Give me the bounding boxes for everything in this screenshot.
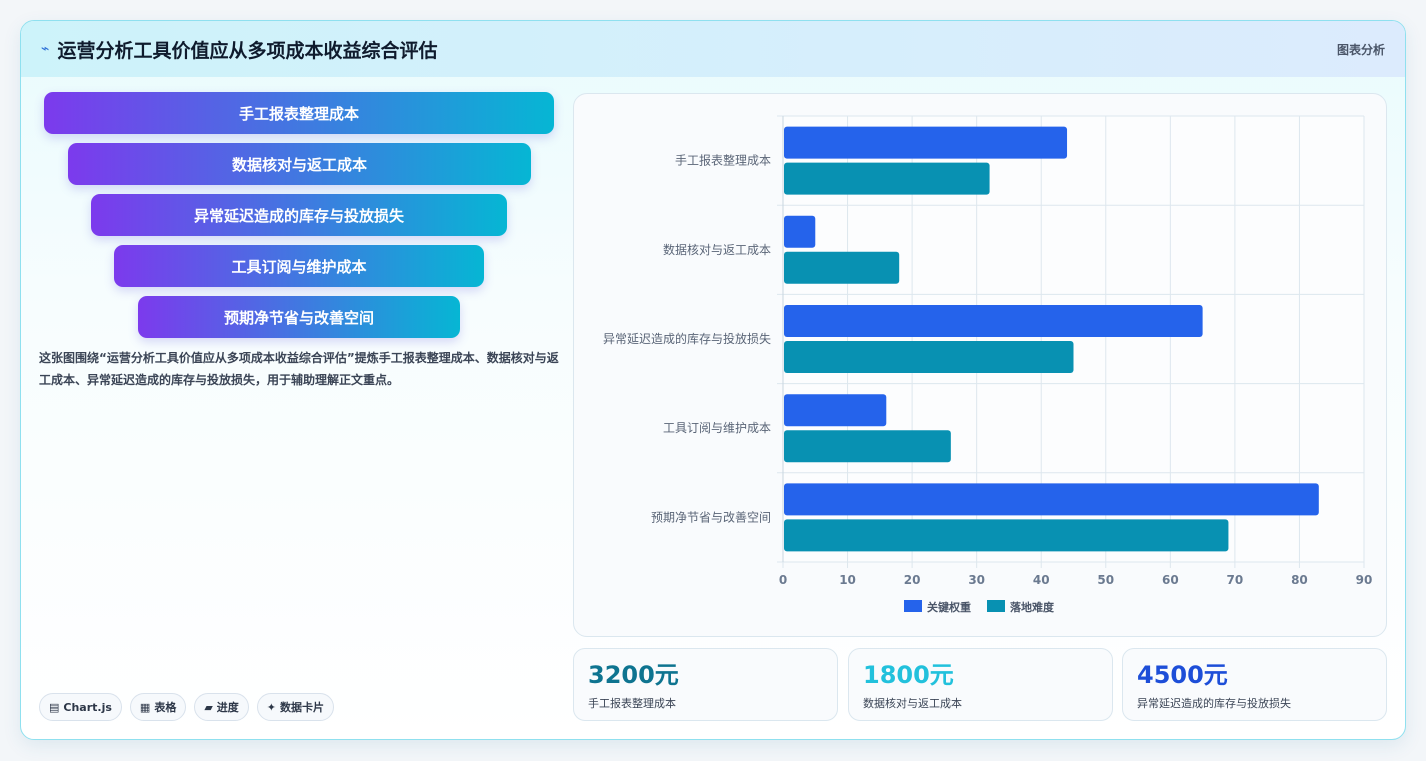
- chip-data-card[interactable]: ✦ 数据卡片: [256, 693, 335, 721]
- legend-swatch: [987, 600, 1005, 612]
- y-tick-label: 工具订阅与维护成本: [663, 421, 771, 435]
- progress-icon: ▰: [204, 700, 213, 714]
- x-tick-label: 20: [904, 573, 921, 587]
- bar-key-weight: [784, 394, 887, 427]
- x-tick-label: 80: [1291, 573, 1308, 587]
- chart-icon: ▤: [49, 700, 60, 714]
- bar-key-weight: [784, 305, 1203, 337]
- legend-swatch: [904, 600, 922, 612]
- funnel-item-4: 工具订阅与维护成本: [114, 245, 484, 287]
- stat-value: 4500元: [1137, 661, 1228, 689]
- funnel-item-5: 预期净节省与改善空间: [138, 296, 460, 338]
- chip-chartjs[interactable]: ▤ Chart.js: [39, 693, 122, 721]
- bar-key-weight: [784, 483, 1319, 516]
- dashboard-card: ⌁ 运营分析工具价值应从多项成本收益综合评估 图表分析 手工报表整理成本 数据核…: [20, 20, 1406, 740]
- legend-label: 关键权重: [927, 600, 971, 614]
- sparkle-icon: ✦: [266, 700, 277, 714]
- bar-difficulty: [784, 519, 1229, 552]
- stat-value: 3200元: [588, 661, 679, 689]
- tool-chips: ▤ Chart.js ▦ 表格 ▰ 进度 ✦ 数据卡片: [39, 693, 335, 721]
- bar-key-weight: [784, 126, 1068, 159]
- bar-key-weight: [784, 215, 816, 248]
- x-tick-label: 30: [968, 573, 985, 587]
- x-tick-label: 90: [1356, 573, 1373, 587]
- table-icon: ▦: [139, 700, 151, 714]
- stat-card-3: 4500元 异常延迟造成的库存与投放损失: [1122, 648, 1387, 721]
- chip-label: 表格: [154, 701, 177, 714]
- bar-difficulty: [784, 430, 951, 463]
- y-tick-label: 预期净节省与改善空间: [651, 509, 771, 524]
- stat-value: 1800元: [863, 661, 954, 689]
- stat-card-2: 1800元 数据核对与返工成本: [848, 648, 1113, 721]
- funnel-item-1: 手工报表整理成本: [44, 92, 554, 134]
- x-tick-label: 40: [1033, 573, 1050, 587]
- y-tick-label: 异常延迟造成的库存与投放损失: [603, 331, 771, 346]
- funnel-item-3: 异常延迟造成的库存与投放损失: [91, 194, 507, 236]
- y-tick-label: 手工报表整理成本: [675, 153, 771, 168]
- bar-difficulty: [784, 251, 900, 284]
- x-tick-label: 70: [1227, 573, 1244, 587]
- bar-difficulty: [784, 341, 1074, 373]
- funnel-item-2: 数据核对与返工成本: [68, 143, 531, 185]
- x-tick-label: 60: [1162, 573, 1179, 587]
- header: ⌁ 运营分析工具价值应从多项成本收益综合评估 图表分析: [21, 21, 1405, 77]
- chart-analysis-tag: 图表分析: [1336, 43, 1385, 57]
- chip-label: 进度: [216, 701, 239, 714]
- y-tick-label: 数据核对与返工成本: [663, 242, 771, 257]
- bar-difficulty: [784, 162, 990, 195]
- chart-description: 这张图围绕“运营分析工具价值应从多项成本收益综合评估”提炼手工报表整理成本、数据…: [39, 351, 559, 387]
- chart-panel: 0 10 20 30 40 50 60 70 80 90 手工报表整理成本数据核对与返工成本异常延迟…: [573, 93, 1387, 637]
- bar-chart: 0 10 20 30 40 50 60 70 80 90 手工报表整理成本数据核对与返工成本异常延迟…: [603, 115, 1373, 614]
- x-tick-label: 0: [779, 573, 787, 587]
- chip-progress[interactable]: ▰ 进度: [194, 693, 249, 721]
- legend-label: 落地难度: [1010, 600, 1055, 614]
- stat-card-1: 3200元 手工报表整理成本: [573, 648, 838, 721]
- chip-table[interactable]: ▦ 表格: [129, 693, 187, 721]
- x-tick-label: 50: [1097, 573, 1114, 587]
- page-title: 运营分析工具价值应从多项成本收益综合评估: [57, 39, 438, 62]
- stat-label: 手工报表整理成本: [588, 697, 676, 710]
- chip-label: Chart.js: [63, 700, 112, 714]
- x-tick-label: 10: [839, 573, 856, 587]
- spark-icon: ⌁: [41, 41, 50, 57]
- stat-label: 数据核对与返工成本: [863, 697, 962, 710]
- stat-label: 异常延迟造成的库存与投放损失: [1137, 697, 1291, 710]
- chip-label: 数据卡片: [280, 701, 325, 714]
